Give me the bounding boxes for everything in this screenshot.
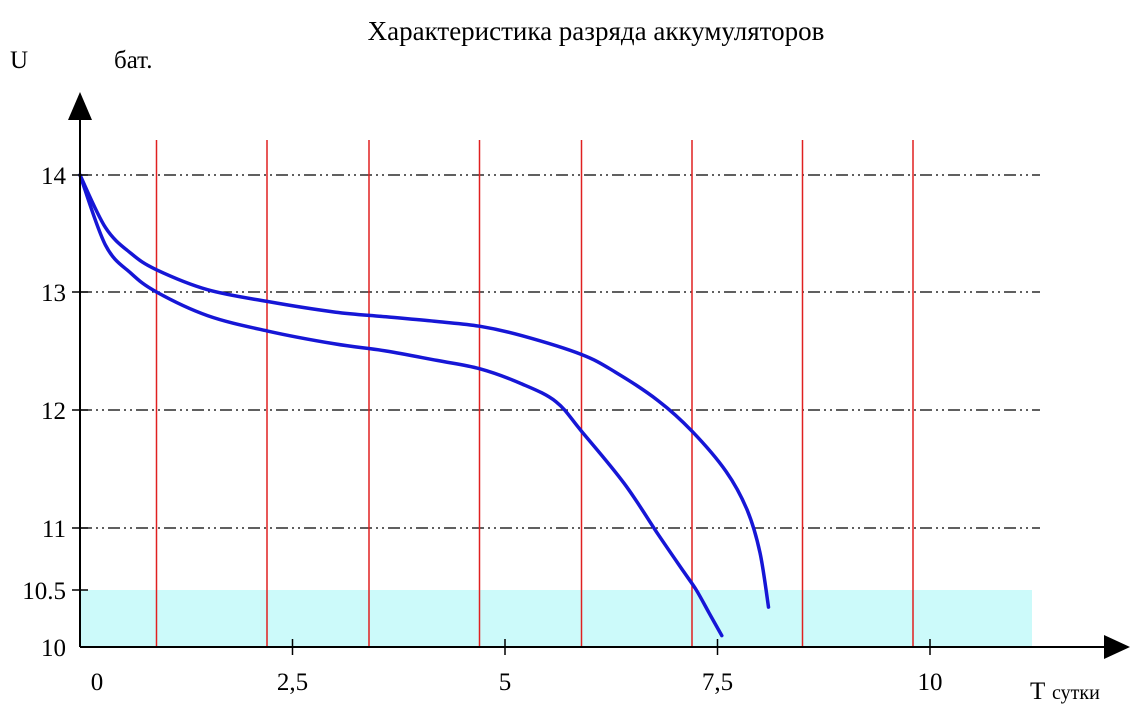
y-tick-label: 13 — [41, 280, 66, 307]
y-axis-subscript: бат. — [114, 47, 152, 74]
x-tick-labels: 0 2,5 5 7,5 10 — [91, 639, 943, 696]
x-tick-label: 5 — [499, 669, 512, 696]
x-tick-label: 7,5 — [702, 669, 733, 696]
y-axis-arrow — [68, 92, 92, 120]
chart-title: Характеристика разряда аккумуляторов — [368, 16, 825, 46]
y-tick-label: 10 — [41, 635, 66, 662]
x-axis-symbol: T — [1030, 678, 1045, 705]
x-axis-subscript: сутки — [1052, 682, 1100, 704]
x-tick-label: 0 — [91, 669, 104, 696]
discharge-curve-1 — [78, 173, 771, 609]
discharge-curves — [78, 173, 771, 638]
y-tick-labels: 10 10.5 11 12 13 14 — [22, 163, 88, 662]
y-axis-symbol: U — [10, 47, 28, 74]
y-tick-label: 12 — [41, 398, 66, 425]
y-tick-label: 11 — [42, 516, 66, 543]
threshold-band — [80, 590, 1032, 647]
x-tick-label: 10 — [918, 669, 943, 696]
x-tick-label: 2,5 — [277, 669, 308, 696]
axes — [68, 92, 1130, 659]
horizontal-gridlines — [80, 174, 1040, 529]
discharge-curve-2 — [78, 173, 724, 638]
x-axis-arrow — [1104, 635, 1130, 659]
y-tick-label: 14 — [41, 163, 67, 190]
vertical-gridlines — [155, 140, 914, 647]
y-tick-label: 10.5 — [22, 578, 66, 605]
